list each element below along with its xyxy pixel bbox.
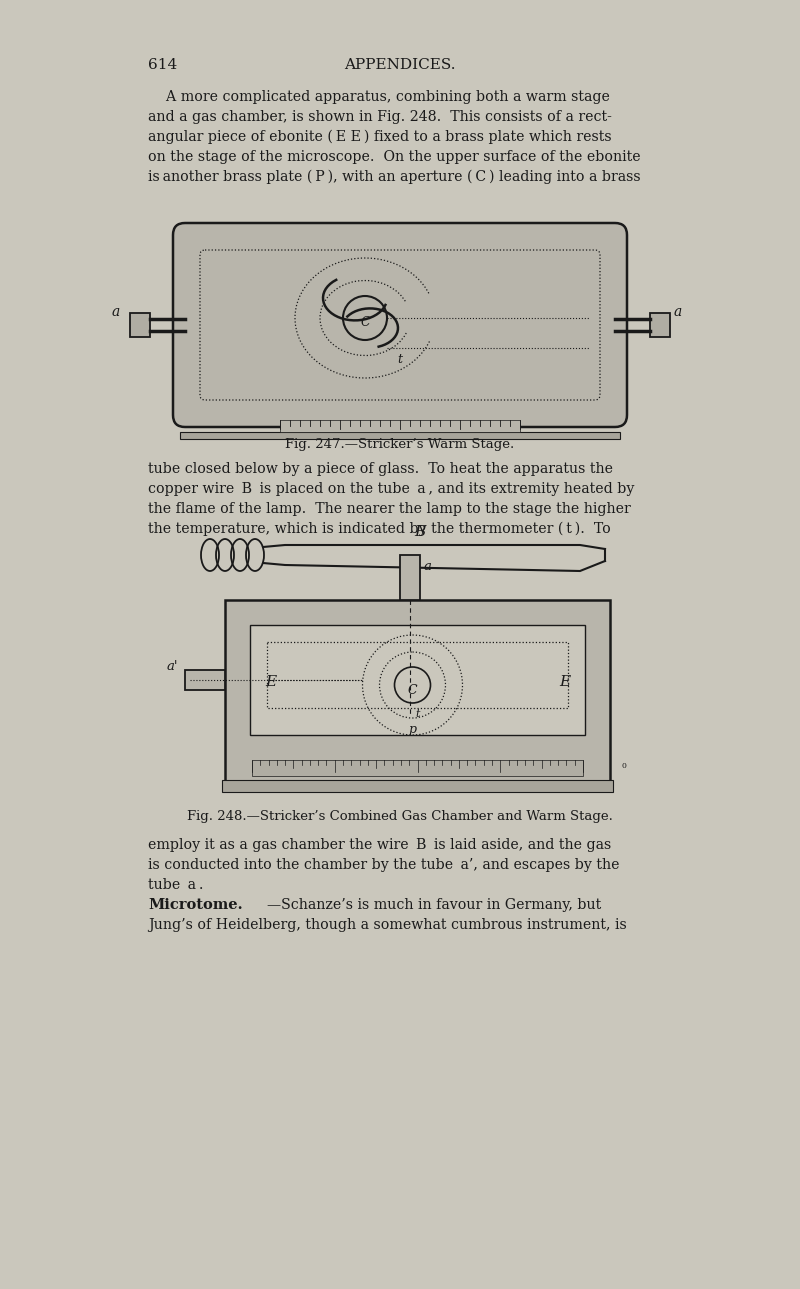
Bar: [252, 761, 583, 776]
Bar: [185, 670, 225, 690]
Text: Fig. 248.—Stricker’s Combined Gas Chamber and Warm Stage.: Fig. 248.—Stricker’s Combined Gas Chambe…: [187, 809, 613, 822]
Text: E: E: [265, 675, 276, 690]
Text: —Schanze’s is much in favour in Germany, but: —Schanze’s is much in favour in Germany,…: [267, 898, 602, 913]
Text: tube  a .: tube a .: [148, 878, 203, 892]
Text: the temperature, which is indicated by the thermometer ( t ).  To: the temperature, which is indicated by t…: [148, 522, 610, 536]
Text: a: a: [423, 559, 431, 574]
Text: copper wire  B  is placed on the tube  a , and its extremity heated by: copper wire B is placed on the tube a , …: [148, 482, 634, 496]
Text: the flame of the lamp.  The nearer the lamp to the stage the higher: the flame of the lamp. The nearer the la…: [148, 501, 630, 516]
Bar: [280, 420, 520, 432]
Text: A more complicated apparatus, combining both a warm stage: A more complicated apparatus, combining …: [148, 90, 610, 104]
Bar: [399, 556, 419, 599]
Text: APPENDICES.: APPENDICES.: [344, 58, 456, 72]
Text: 30: 30: [371, 762, 381, 770]
Text: is another brass plate ( P ), with an aperture ( C ) leading into a brass: is another brass plate ( P ), with an ap…: [148, 170, 641, 184]
Text: Fig. 247.—Stricker’s Warm Stage.: Fig. 247.—Stricker’s Warm Stage.: [286, 438, 514, 451]
Text: p: p: [409, 723, 417, 736]
Text: tube closed below by a piece of glass.  To heat the apparatus the: tube closed below by a piece of glass. T…: [148, 461, 613, 476]
Text: C: C: [408, 683, 418, 696]
Bar: [650, 313, 670, 336]
Bar: [250, 625, 585, 735]
Text: a': a': [167, 660, 178, 673]
Text: a: a: [674, 305, 682, 318]
Text: C: C: [360, 316, 370, 329]
Bar: [222, 780, 613, 791]
Text: on the stage of the microscope.  On the upper surface of the ebonite: on the stage of the microscope. On the u…: [148, 150, 641, 164]
Bar: [130, 313, 150, 336]
Bar: [225, 599, 610, 790]
Text: and a gas chamber, is shown in Fig. 248.  This consists of a rect-: and a gas chamber, is shown in Fig. 248.…: [148, 110, 612, 124]
Text: t: t: [415, 709, 420, 719]
Bar: [267, 642, 568, 708]
Text: t: t: [398, 353, 402, 366]
Text: 0: 0: [622, 762, 627, 770]
Text: is conducted into the chamber by the tube  a’, and escapes by the: is conducted into the chamber by the tub…: [148, 858, 619, 871]
Text: E: E: [559, 675, 570, 690]
Text: B: B: [414, 525, 426, 539]
Text: 40: 40: [289, 762, 298, 770]
Text: 614: 614: [148, 58, 178, 72]
Text: 10: 10: [537, 762, 546, 770]
Text: employ it as a gas chamber the wire  B  is laid aside, and the gas: employ it as a gas chamber the wire B is…: [148, 838, 611, 852]
Text: Microtome.: Microtome.: [148, 898, 242, 913]
Text: angular piece of ebonite ( E E ) fixed to a brass plate which rests: angular piece of ebonite ( E E ) fixed t…: [148, 130, 612, 144]
Text: 20: 20: [454, 762, 464, 770]
Text: Jung’s of Heidelberg, though a somewhat cumbrous instrument, is: Jung’s of Heidelberg, though a somewhat …: [148, 918, 626, 932]
Bar: [180, 432, 620, 440]
FancyBboxPatch shape: [173, 223, 627, 427]
Text: a: a: [112, 305, 120, 318]
